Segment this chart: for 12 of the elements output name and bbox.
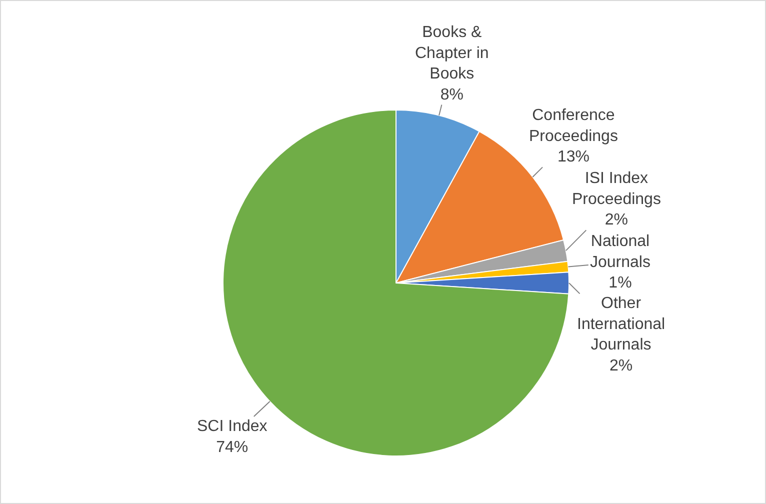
data-label: 1% xyxy=(608,274,632,292)
data-label: 2% xyxy=(609,357,633,374)
slice-label: Conference Proceedings xyxy=(529,107,618,145)
slice-label: ISI Index Proceedings xyxy=(572,170,661,208)
data-label: 8% xyxy=(440,86,464,104)
slice-label: National Journals xyxy=(590,233,650,271)
slice-label: SCI Index xyxy=(197,418,268,435)
data-label: 13% xyxy=(557,148,590,166)
slice-label: Other International Journals xyxy=(577,295,666,354)
slice-label: Books & Chapter in Books xyxy=(415,24,489,83)
data-label: 2% xyxy=(604,212,628,229)
data-label: 74% xyxy=(216,438,248,456)
